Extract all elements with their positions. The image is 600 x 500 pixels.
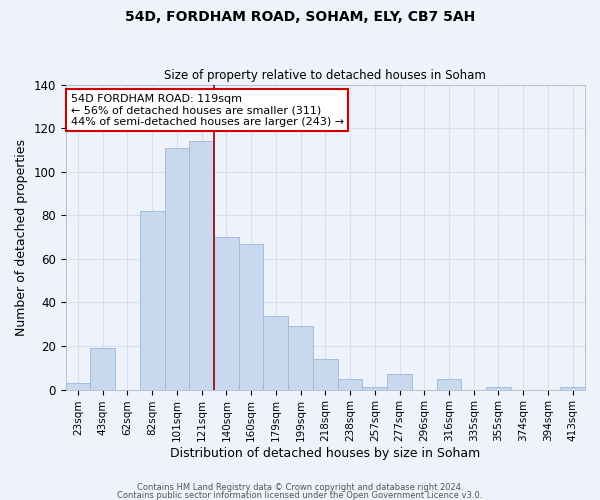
- Bar: [387, 374, 412, 390]
- Bar: [263, 316, 288, 390]
- Bar: [65, 383, 91, 390]
- Bar: [313, 359, 338, 390]
- Bar: [214, 237, 239, 390]
- Text: Contains HM Land Registry data © Crown copyright and database right 2024.: Contains HM Land Registry data © Crown c…: [137, 484, 463, 492]
- Bar: [560, 388, 585, 390]
- Bar: [239, 244, 263, 390]
- Text: 54D, FORDHAM ROAD, SOHAM, ELY, CB7 5AH: 54D, FORDHAM ROAD, SOHAM, ELY, CB7 5AH: [125, 10, 475, 24]
- Bar: [164, 148, 190, 390]
- Title: Size of property relative to detached houses in Soham: Size of property relative to detached ho…: [164, 69, 486, 82]
- Bar: [362, 388, 387, 390]
- Bar: [91, 348, 115, 390]
- Bar: [140, 211, 164, 390]
- Bar: [190, 141, 214, 390]
- Bar: [486, 388, 511, 390]
- Bar: [288, 326, 313, 390]
- Bar: [338, 378, 362, 390]
- Bar: [437, 378, 461, 390]
- X-axis label: Distribution of detached houses by size in Soham: Distribution of detached houses by size …: [170, 447, 481, 460]
- Text: Contains public sector information licensed under the Open Government Licence v3: Contains public sector information licen…: [118, 490, 482, 500]
- Text: 54D FORDHAM ROAD: 119sqm
← 56% of detached houses are smaller (311)
44% of semi-: 54D FORDHAM ROAD: 119sqm ← 56% of detach…: [71, 94, 344, 127]
- Y-axis label: Number of detached properties: Number of detached properties: [15, 138, 28, 336]
